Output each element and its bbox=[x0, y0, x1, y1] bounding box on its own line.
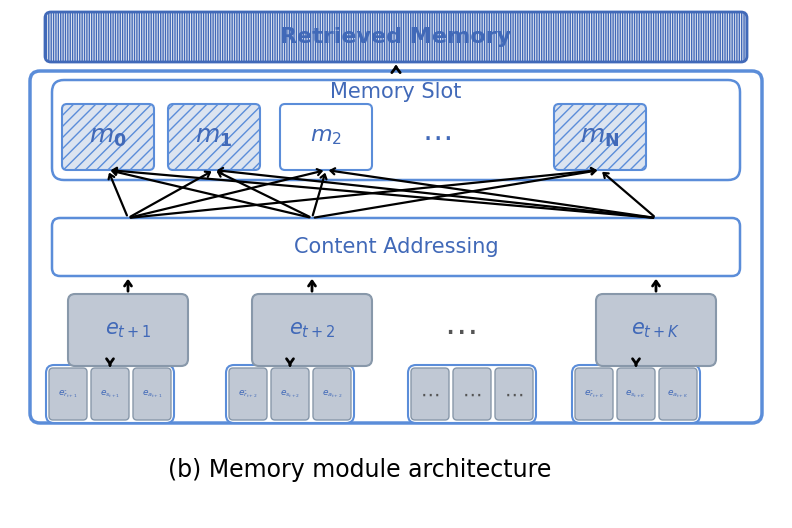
FancyBboxPatch shape bbox=[52, 80, 740, 180]
FancyBboxPatch shape bbox=[617, 368, 655, 420]
Text: $e_{s_{t+2}}$: $e_{s_{t+2}}$ bbox=[280, 388, 300, 400]
FancyBboxPatch shape bbox=[271, 368, 309, 420]
FancyBboxPatch shape bbox=[659, 368, 697, 420]
FancyBboxPatch shape bbox=[46, 365, 174, 423]
Text: $e_{s_{t+K}}$: $e_{s_{t+K}}$ bbox=[626, 388, 646, 400]
Text: $e_{\hat{r}_{t+2}}$: $e_{\hat{r}_{t+2}}$ bbox=[238, 388, 258, 400]
FancyBboxPatch shape bbox=[229, 368, 267, 420]
FancyBboxPatch shape bbox=[280, 104, 372, 170]
FancyBboxPatch shape bbox=[554, 104, 646, 170]
FancyBboxPatch shape bbox=[495, 368, 533, 420]
Text: $\cdots$: $\cdots$ bbox=[421, 384, 440, 403]
FancyBboxPatch shape bbox=[252, 294, 372, 366]
FancyBboxPatch shape bbox=[575, 368, 613, 420]
Text: $e_{t+2}$: $e_{t+2}$ bbox=[289, 320, 335, 340]
FancyBboxPatch shape bbox=[68, 294, 188, 366]
FancyBboxPatch shape bbox=[313, 368, 351, 420]
Text: $\mathit{m}_2$: $\mathit{m}_2$ bbox=[310, 127, 342, 147]
FancyBboxPatch shape bbox=[62, 104, 154, 170]
FancyBboxPatch shape bbox=[168, 104, 260, 170]
Text: $\mathbf{\mathit{m}_0}$: $\mathbf{\mathit{m}_0}$ bbox=[89, 125, 127, 149]
Text: $e_{a_{t+1}}$: $e_{a_{t+1}}$ bbox=[142, 388, 162, 400]
Text: $\mathbf{\mathit{m}_N}$: $\mathbf{\mathit{m}_N}$ bbox=[581, 125, 619, 149]
Text: Memory Slot: Memory Slot bbox=[330, 82, 462, 102]
FancyBboxPatch shape bbox=[49, 368, 87, 420]
Text: $e_{a_{t+K}}$: $e_{a_{t+K}}$ bbox=[667, 388, 689, 400]
Text: $e_{a_{t+2}}$: $e_{a_{t+2}}$ bbox=[322, 388, 342, 400]
FancyBboxPatch shape bbox=[45, 12, 747, 62]
FancyBboxPatch shape bbox=[572, 365, 700, 423]
Text: $e_{t+K}$: $e_{t+K}$ bbox=[631, 320, 680, 340]
FancyBboxPatch shape bbox=[453, 368, 491, 420]
FancyBboxPatch shape bbox=[411, 368, 449, 420]
Text: $\cdots$: $\cdots$ bbox=[463, 384, 482, 403]
Text: $e_{t+1}$: $e_{t+1}$ bbox=[105, 320, 151, 340]
Text: Content Addressing: Content Addressing bbox=[294, 237, 498, 257]
FancyBboxPatch shape bbox=[408, 365, 536, 423]
Text: $\mathbf{\mathit{m}_1}$: $\mathbf{\mathit{m}_1}$ bbox=[196, 125, 233, 149]
FancyBboxPatch shape bbox=[30, 71, 762, 423]
Text: $e_{\hat{r}_{t+1}}$: $e_{\hat{r}_{t+1}}$ bbox=[58, 388, 78, 400]
Text: $e_{s_{t+1}}$: $e_{s_{t+1}}$ bbox=[100, 388, 120, 400]
FancyBboxPatch shape bbox=[226, 365, 354, 423]
Text: $\cdots$: $\cdots$ bbox=[505, 384, 524, 403]
FancyBboxPatch shape bbox=[91, 368, 129, 420]
Text: $\cdots$: $\cdots$ bbox=[421, 122, 451, 152]
FancyBboxPatch shape bbox=[133, 368, 171, 420]
Text: (b) Memory module architecture: (b) Memory module architecture bbox=[169, 458, 552, 482]
FancyBboxPatch shape bbox=[596, 294, 716, 366]
FancyBboxPatch shape bbox=[52, 218, 740, 276]
Text: $e_{\hat{r}_{t+K}}$: $e_{\hat{r}_{t+K}}$ bbox=[584, 388, 604, 400]
Text: $\cdots$: $\cdots$ bbox=[444, 314, 476, 346]
Text: Retrieved Memory: Retrieved Memory bbox=[280, 27, 512, 47]
